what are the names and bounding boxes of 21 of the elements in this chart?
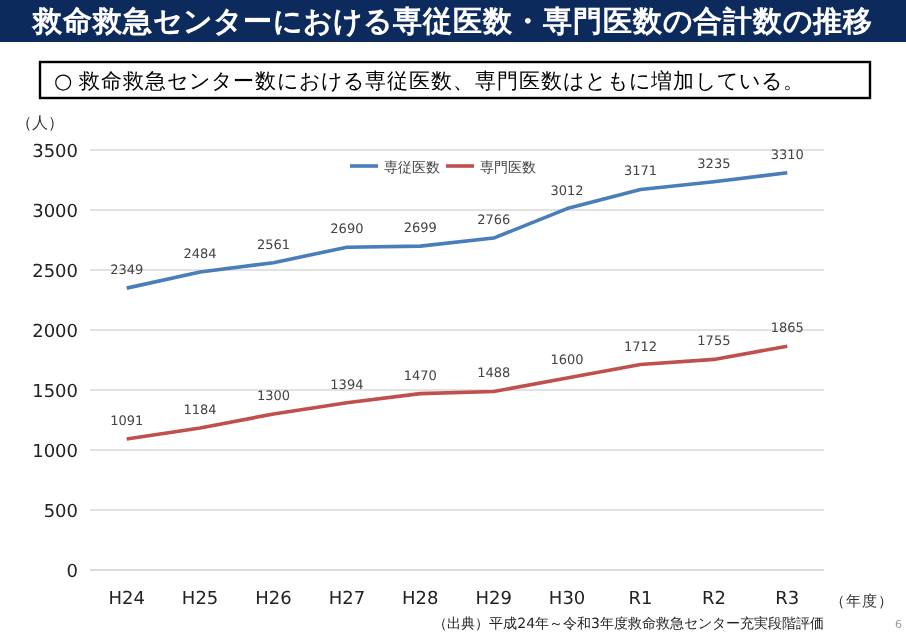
y-tick-label: 1500	[32, 383, 79, 403]
x-tick-label: H25	[181, 590, 219, 610]
x-tick-label: H28	[402, 590, 440, 610]
y-tick-label: 2000	[32, 323, 79, 343]
x-tick-label: H26	[255, 590, 293, 610]
x-tick-label: H27	[328, 590, 366, 610]
x-tick-label: R2	[701, 590, 726, 610]
chart-title: 救命救急センターにおける専従医数・専門医数の合計数の推移	[31, 5, 873, 39]
y-tick-label: 500	[43, 503, 79, 523]
y-tick-label: 3000	[32, 203, 79, 223]
x-tick-label: R1	[628, 590, 653, 610]
x-tick-label: H29	[475, 590, 513, 610]
y-tick-label: 0	[66, 563, 79, 583]
x-tick-label: R3	[775, 590, 800, 610]
chart-subtitle: ○ 救命救急センター数における専従医数、専門医数はともに増加している。	[54, 68, 805, 94]
y-tick-label: 2500	[32, 263, 79, 283]
y-tick-label: 3500	[32, 143, 79, 163]
y-tick-label: 1000	[32, 443, 79, 463]
x-tick-label: H24	[108, 590, 146, 610]
y-axis-title: （人）	[16, 114, 64, 132]
x-tick-label: H30	[548, 590, 586, 610]
